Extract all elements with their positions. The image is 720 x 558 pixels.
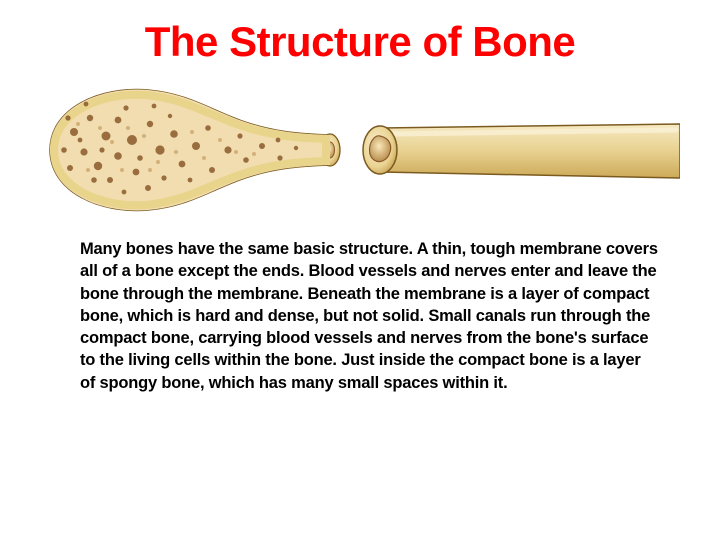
spongy-texture: [50, 86, 330, 214]
bone-svg: [40, 80, 680, 220]
body-paragraph: Many bones have the same basic structure…: [80, 238, 660, 394]
slide-title: The Structure of Bone: [0, 18, 720, 66]
bone-diagram: [40, 80, 680, 220]
bone-diaphysis: [363, 124, 680, 178]
bone-epiphysis: [50, 86, 340, 214]
